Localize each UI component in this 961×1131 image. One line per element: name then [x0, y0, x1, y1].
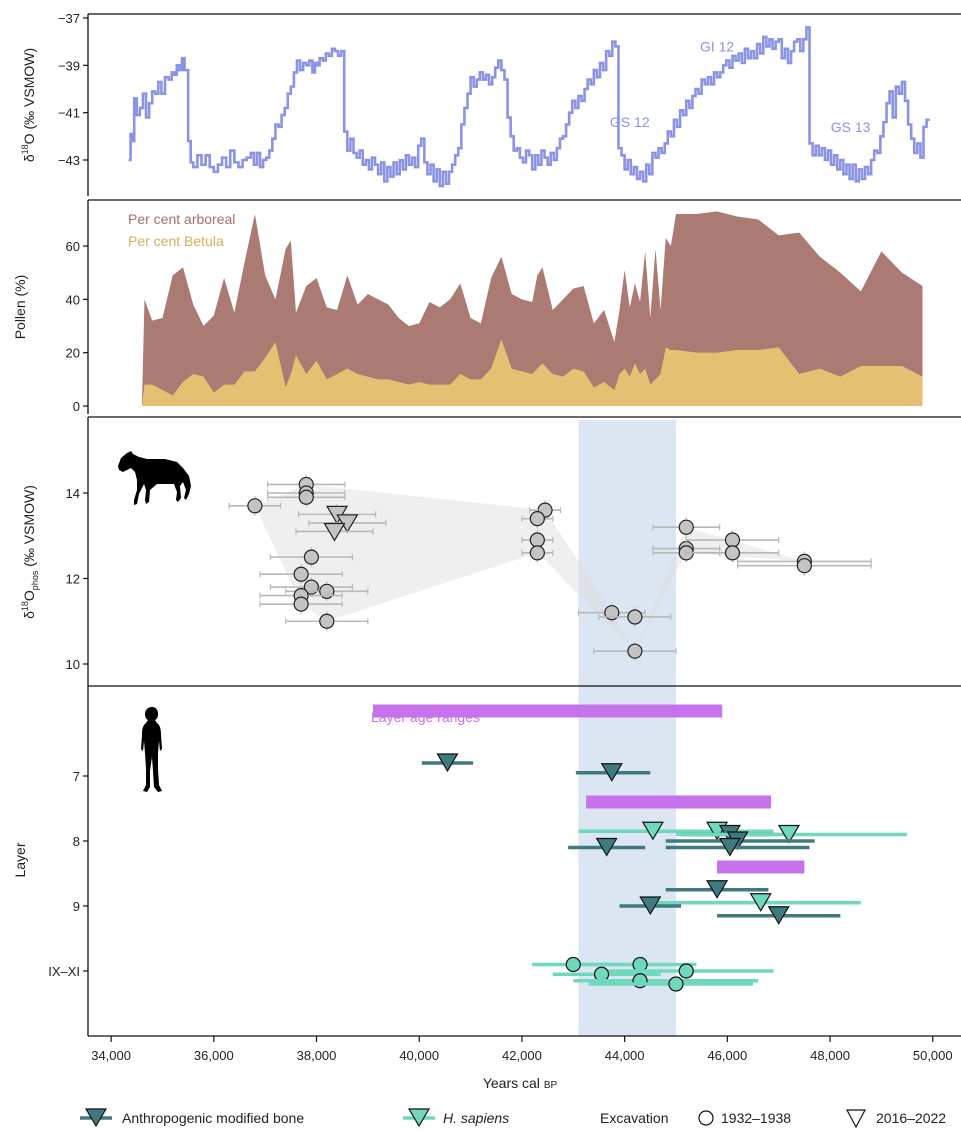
x-axis-tick-label: 40,000 [399, 1048, 439, 1063]
horse-panel: 10 12 14 [66, 474, 872, 672]
x-axis-label-main: Years cal [483, 1075, 544, 1091]
pollen-y-tick-label: 20 [66, 346, 80, 361]
x-axis-tick-label: 50,000 [913, 1048, 953, 1063]
horse-point-circle [529, 545, 545, 561]
isotope-annotation: GS 12 [610, 114, 650, 130]
layer-point-triangle [749, 893, 772, 912]
horse-point-circle [293, 596, 309, 612]
legend-excavation-label: Excavation [600, 1110, 668, 1126]
layer-point-circle [565, 956, 581, 973]
layer-point-triangle [718, 837, 741, 857]
isotope-ylabel-delta: δ [21, 154, 37, 162]
legend-triangle-icon [846, 1109, 866, 1129]
isotope-y-tick-label: −39 [58, 58, 80, 73]
layer-point-triangle [600, 763, 623, 782]
legend-bone-label: Anthropogenic modified bone [122, 1110, 304, 1126]
legend-triangle-label: 2016–2022 [876, 1110, 946, 1126]
highlight-band [578, 420, 676, 1036]
isotope-annotation: GS 13 [831, 119, 871, 135]
layer-age-ranges-label: Layer age ranges [371, 709, 480, 725]
horse-ylabel-o: O [21, 590, 37, 601]
isotope-y-tick-label: −43 [58, 153, 80, 168]
layer-point-triangle [639, 896, 662, 916]
layer-y-tick-label: 9 [73, 899, 80, 914]
pollen-panel: 0 20 40 60 [66, 211, 923, 414]
legend-betula-label: Per cent Betula [128, 233, 224, 249]
legend-circle-icon [698, 1110, 714, 1126]
betula-area [141, 339, 923, 406]
x-axis-tick-label: 44,000 [605, 1048, 645, 1063]
x-axis: 34,000 36,000 38,000 40,000 42,000 44,000 46,0… [91, 1036, 953, 1063]
human-silhouette-icon [141, 707, 162, 792]
layer-point-triangle [436, 753, 459, 773]
isotope-y-tick-label: −37 [58, 11, 80, 26]
horse-point-circle [529, 511, 545, 527]
legend-circle-label: 1932–1938 [721, 1110, 791, 1126]
horse-point-circle [298, 489, 314, 505]
horse-point-circle [247, 498, 263, 514]
isotope-annotation: GI 12 [700, 38, 734, 54]
layer-point-circle [668, 976, 684, 992]
layers-ylabel: Layer [12, 842, 28, 877]
layers-panel: 7 8 9 IX–XI [48, 704, 908, 992]
horse-y-tick-label: 10 [66, 657, 80, 672]
isotope-ylabel-rest: O (‰ VSMOW) [21, 48, 37, 144]
horse-ylabel-delta: δ [21, 611, 37, 619]
pollen-ylabel: Pollen (%) [12, 275, 28, 340]
pollen-y-tick-label: 40 [66, 292, 80, 307]
layer-age-range-bar [586, 795, 771, 809]
layer-point-triangle [641, 821, 664, 841]
horse-point-circle [293, 566, 309, 582]
pollen-y-tick-label: 0 [73, 399, 80, 414]
legend-arboreal-label: Per cent arboreal [128, 211, 235, 227]
isotope-ylabel-sup: 18 [20, 144, 30, 154]
horse-icon [118, 451, 191, 505]
horse-point-circle [319, 613, 335, 629]
legend-hsap-label: H. sapiens [443, 1110, 509, 1126]
horse-convex-hull [634, 527, 805, 652]
horse-ylabel: δ18Ophos (‰ VSMOW) [20, 485, 40, 619]
layer-point-circle [678, 963, 694, 979]
legend-bone-marker [80, 1108, 112, 1128]
x-axis-label: Years cal BP [483, 1075, 558, 1091]
x-axis-tick-label: 46,000 [707, 1048, 747, 1063]
x-axis-label-bp: BP [544, 1080, 558, 1091]
x-axis-tick-label: 34,000 [91, 1048, 131, 1063]
isotope-y-tick-label: −41 [58, 106, 80, 121]
x-axis-tick-label: 38,000 [297, 1048, 337, 1063]
isotope-ylabel: δ18O (‰ VSMOW) [20, 48, 37, 162]
pollen-y-tick-label: 60 [66, 239, 80, 254]
horse-point-circle [724, 545, 741, 561]
horse-point-circle [627, 609, 643, 625]
layer-y-tick-label: 7 [73, 769, 80, 784]
layer-y-tick-label: 8 [73, 834, 80, 849]
legend: Anthropogenic modified bone H. sapiens E… [80, 1108, 946, 1129]
horse-point-triangle [323, 522, 346, 542]
horse-point-circle [678, 519, 694, 535]
horse-ylabel-sup: 18 [20, 601, 30, 611]
layer-age-range-bar [717, 860, 805, 874]
horse-point-circle [627, 643, 643, 659]
layer-point-triangle [767, 906, 790, 925]
layer-point-triangle [777, 824, 801, 844]
layer-point-triangle [595, 837, 618, 857]
layer-y-tick-label: IX–XI [48, 964, 80, 979]
x-axis-tick-label: 36,000 [194, 1048, 234, 1063]
horse-point-circle [796, 558, 812, 574]
layer-point-triangle [706, 880, 729, 899]
x-axis-tick-label: 48,000 [810, 1048, 850, 1063]
horse-y-tick-label: 12 [66, 572, 80, 587]
horse-ylabel-rest: (‰ VSMOW) [21, 485, 37, 571]
horse-y-tick-label: 14 [66, 486, 80, 501]
layer-age-range-bar [373, 704, 723, 718]
horse-point-circle [303, 549, 319, 565]
x-axis-tick-label: 42,000 [502, 1048, 542, 1063]
legend-hsap-marker [403, 1108, 435, 1128]
isotope-panel: −37 −39 −41 −43 GI 12 GS 12 GS 13 [58, 11, 930, 188]
horse-ylabel-sub: phos [30, 570, 40, 590]
isotope-series-line [128, 26, 930, 188]
panel-frames [87, 13, 961, 1037]
